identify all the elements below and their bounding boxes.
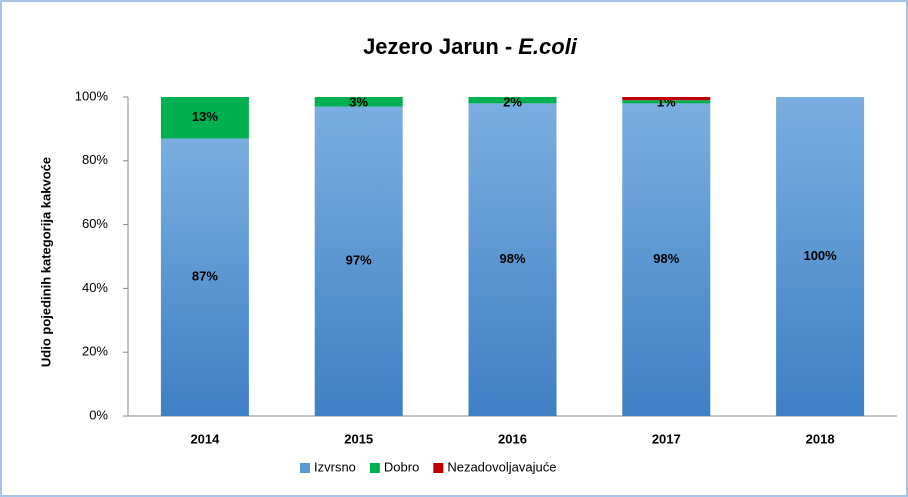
- bar-segment: [314, 97, 403, 107]
- legend-label: Nezadovoljavajuće: [447, 459, 556, 474]
- bar-segment: [160, 138, 249, 416]
- legend-swatch: [300, 463, 310, 473]
- legend-swatch: [433, 463, 444, 473]
- y-tick-label: 20%: [82, 344, 108, 359]
- x-tick-label: 2016: [498, 431, 527, 446]
- y-tick-label: 80%: [82, 152, 108, 167]
- y-tick-label: 0%: [89, 407, 108, 422]
- bar-segment: [776, 97, 865, 416]
- data-label: 87%: [192, 269, 218, 284]
- y-tick-label: 100%: [75, 88, 109, 103]
- bar-segment: [622, 103, 711, 416]
- bar-segment: [314, 106, 403, 416]
- data-label: 100%: [803, 248, 837, 263]
- data-label: 13%: [192, 109, 218, 124]
- data-label: 3%: [349, 94, 368, 109]
- bar-segment: [622, 100, 711, 104]
- data-label: 2%: [503, 94, 522, 109]
- chart-title: Jezero Jarun - E.coli: [363, 34, 578, 59]
- bar-segment: [468, 97, 557, 104]
- legend-label: Dobro: [384, 459, 419, 474]
- y-tick-label: 40%: [82, 280, 108, 295]
- legend-swatch: [369, 463, 380, 473]
- title-text: Jezero Jarun -: [363, 34, 512, 59]
- y-tick-label: 60%: [82, 216, 108, 231]
- data-label: 1%: [657, 94, 676, 109]
- data-label: 97%: [346, 253, 372, 268]
- bar-segment: [622, 97, 711, 101]
- x-tick-label: 2017: [652, 431, 681, 446]
- data-label: 98%: [653, 251, 679, 266]
- x-tick-label: 2018: [806, 431, 835, 446]
- legend-label: Izvrsno: [314, 459, 356, 474]
- x-tick-label: 2015: [344, 431, 373, 446]
- bar-segment: [468, 103, 557, 416]
- x-tick-label: 2014: [190, 431, 220, 446]
- title-emphasis: E.coli: [518, 34, 578, 59]
- bar-segment: [160, 97, 249, 139]
- y-axis-label: Udio pojedinih kategorija kakvoće: [38, 157, 53, 367]
- data-label: 98%: [499, 251, 525, 266]
